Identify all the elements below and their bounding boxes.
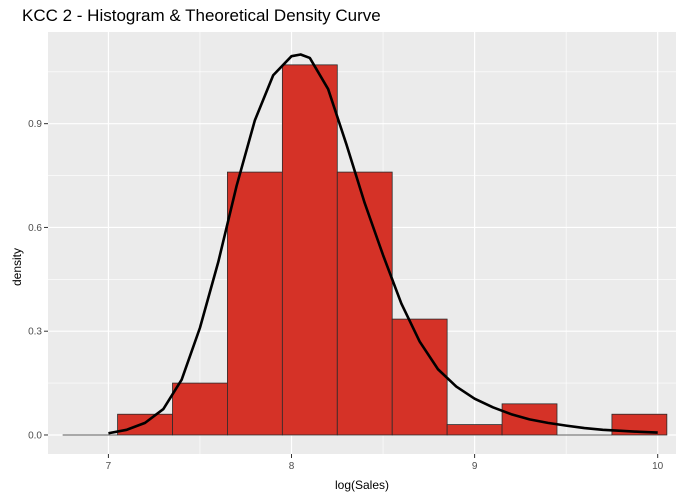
y-axis-label: density: [10, 247, 24, 286]
y-tick-label: 0.0: [28, 430, 42, 441]
x-axis-label: log(Sales): [334, 478, 390, 492]
chart-title: KCC 2 - Histogram & Theoretical Density …: [22, 6, 381, 25]
histogram-bar: [281, 64, 338, 436]
y-tick-label: 0.6: [28, 223, 42, 234]
histogram-bar: [227, 171, 283, 436]
histogram-bar: [336, 171, 393, 436]
histogram-bar: [391, 318, 448, 436]
x-tick-label: 8: [289, 461, 295, 472]
y-axis-ticks: 0.0 0.3 0.6 0.9: [28, 119, 48, 441]
histogram-bar: [117, 413, 173, 436]
x-tick-label: 9: [472, 461, 478, 472]
density-curve: [108, 53, 658, 435]
histogram-bar: [446, 424, 503, 436]
histogram-bars: [62, 64, 668, 436]
y-tick-label: 0.9: [28, 119, 42, 130]
histogram-bar: [172, 382, 228, 436]
density-curve-group: [108, 53, 658, 435]
y-tick-label: 0.3: [28, 327, 42, 338]
x-tick-label: 10: [652, 461, 664, 472]
x-axis-ticks: 7 8 9 10: [106, 454, 664, 472]
x-tick-label: 7: [106, 461, 112, 472]
